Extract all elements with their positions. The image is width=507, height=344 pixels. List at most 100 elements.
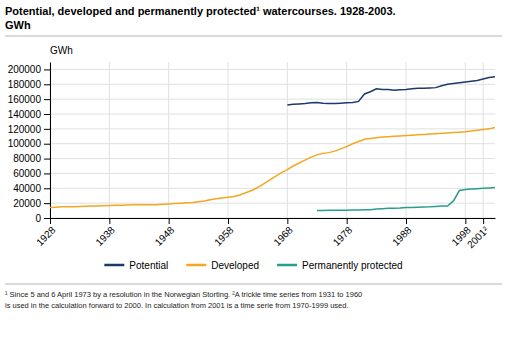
y-tick-mark bbox=[44, 114, 50, 115]
series-line bbox=[50, 127, 495, 207]
grid-line-x bbox=[109, 62, 110, 218]
legend-item: Permanently protected bbox=[277, 260, 403, 271]
footnote: ¹ Since 5 and 6 April 1973 by a resoluti… bbox=[5, 290, 362, 299]
x-tick: 1948 bbox=[153, 218, 177, 248]
x-tick-mark bbox=[109, 218, 110, 224]
y-tick-mark bbox=[44, 129, 50, 130]
x-tick-label: 1958 bbox=[212, 224, 236, 248]
series-line bbox=[287, 77, 495, 105]
grid-line-x bbox=[406, 62, 407, 218]
chart: Potential, developed and permanently pro… bbox=[0, 0, 507, 344]
x-tick-label: 1988 bbox=[390, 224, 414, 248]
y-tick-mark bbox=[44, 188, 50, 189]
grid-line-x bbox=[346, 62, 347, 218]
legend-label: Developed bbox=[211, 260, 259, 271]
separator bbox=[5, 284, 502, 285]
y-tick-label: 80000 bbox=[13, 153, 41, 164]
y-tick-label: 0 bbox=[35, 213, 41, 224]
grid-line-y bbox=[50, 128, 495, 129]
y-tick-mark bbox=[44, 159, 50, 160]
grid-line-y bbox=[50, 203, 495, 204]
x-tick-label: 1928 bbox=[34, 224, 58, 248]
title: Potential, developed and permanently pro… bbox=[5, 5, 396, 17]
x-tick-label: 1948 bbox=[153, 224, 177, 248]
legend-swatch bbox=[104, 264, 124, 267]
grid-line-x bbox=[228, 62, 229, 218]
x-tick-mark bbox=[228, 218, 229, 224]
grid-line-x bbox=[168, 62, 169, 218]
y-tick: 180000 bbox=[8, 79, 50, 90]
y-tick-label: 160000 bbox=[8, 94, 42, 105]
y-axis: 0 20000 40000 60000 80000 100000 120000 140000 1… bbox=[8, 63, 51, 224]
y-tick-label: 140000 bbox=[8, 109, 42, 120]
x-tick-mark bbox=[483, 218, 484, 224]
x-tick-mark bbox=[169, 218, 170, 224]
y-tick: 120000 bbox=[8, 124, 50, 135]
x-tick: 1978 bbox=[331, 218, 355, 248]
lines bbox=[50, 77, 495, 211]
x-tick-mark bbox=[347, 218, 348, 224]
y-tick: 0 bbox=[35, 213, 50, 224]
grid-line-y bbox=[50, 218, 495, 219]
y-tick-mark bbox=[44, 218, 50, 219]
x-tick-label: 1938 bbox=[93, 224, 117, 248]
y-tick-mark bbox=[44, 144, 50, 145]
grid-line-x bbox=[465, 62, 466, 218]
x-axis-line bbox=[51, 218, 496, 219]
grid-line-y bbox=[50, 188, 495, 189]
y-tick: 100000 bbox=[8, 138, 50, 149]
y-tick-label: 20000 bbox=[13, 198, 41, 209]
x-tick-label: 2001² bbox=[465, 224, 491, 250]
x-tick: 1938 bbox=[93, 218, 117, 248]
y-tick-mark bbox=[44, 99, 50, 100]
y-tick: 60000 bbox=[13, 168, 50, 179]
y-tick-mark bbox=[44, 84, 50, 85]
y-tick-mark bbox=[44, 69, 50, 70]
y-tick: 160000 bbox=[8, 94, 50, 105]
y-tick-label: 100000 bbox=[8, 138, 42, 149]
series-line bbox=[317, 188, 495, 211]
y-tick-label: 120000 bbox=[8, 124, 42, 135]
separator bbox=[5, 36, 502, 37]
x-tick: 1988 bbox=[390, 218, 414, 248]
grid-line-y bbox=[50, 84, 495, 85]
y-tick-mark bbox=[44, 203, 50, 204]
legend-swatch bbox=[277, 264, 297, 267]
x-axis: 192819381948195819681978198819982001² bbox=[34, 218, 495, 250]
x-tick-mark bbox=[406, 218, 407, 224]
x-tick: 1968 bbox=[271, 218, 295, 248]
x-tick-mark bbox=[50, 218, 51, 224]
grid-line-x bbox=[483, 62, 484, 218]
y-tick-label: 180000 bbox=[8, 79, 42, 90]
grid-line-y bbox=[50, 173, 495, 174]
y-tick: 80000 bbox=[13, 153, 50, 164]
grid-line-y bbox=[50, 99, 495, 100]
legend-label: Potential bbox=[129, 260, 168, 271]
y-tick-label: 40000 bbox=[13, 183, 41, 194]
footnote: is used in the calculation forward to 20… bbox=[5, 301, 349, 310]
x-tick-label: 1968 bbox=[271, 224, 295, 248]
x-tick-mark bbox=[465, 218, 466, 224]
y-tick-mark bbox=[44, 173, 50, 174]
grid-line-y bbox=[50, 143, 495, 144]
legend: Potential Developed Permanently protected bbox=[104, 260, 402, 271]
grid bbox=[50, 62, 495, 218]
subtitle: GWh bbox=[5, 19, 31, 31]
grid-line-y bbox=[50, 69, 495, 70]
grid-line-x bbox=[287, 62, 288, 218]
grid-line-y bbox=[50, 114, 495, 115]
y-tick-label: 60000 bbox=[13, 168, 41, 179]
y-tick: 20000 bbox=[13, 198, 50, 209]
y-tick: 140000 bbox=[8, 109, 50, 120]
grid-line-x bbox=[50, 62, 51, 218]
legend-item: Developed bbox=[186, 260, 259, 271]
y-tick: 40000 bbox=[13, 183, 50, 194]
grid-line-y bbox=[50, 158, 495, 159]
x-tick-label: 1978 bbox=[331, 224, 355, 248]
legend-label: Permanently protected bbox=[302, 260, 403, 271]
y-tick-label: 200000 bbox=[8, 64, 42, 75]
x-tick: 2001² bbox=[465, 218, 491, 250]
y-tick: 200000 bbox=[8, 64, 50, 75]
x-tick: 1958 bbox=[212, 218, 236, 248]
legend-swatch bbox=[186, 264, 206, 267]
